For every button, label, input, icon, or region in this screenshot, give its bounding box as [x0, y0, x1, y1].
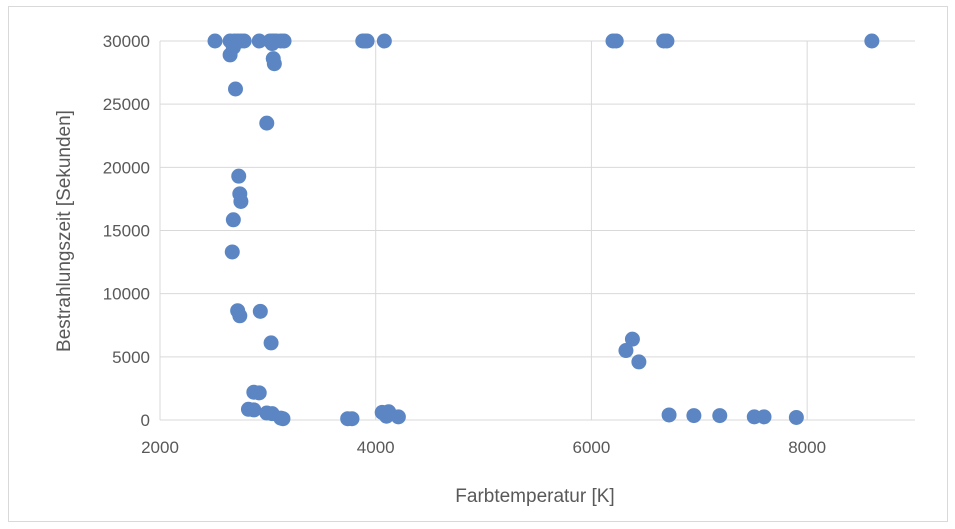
scatter-point: [376, 33, 392, 49]
scatter-point: [788, 409, 804, 425]
y-tick-label: 15000: [103, 222, 150, 241]
scatter-point: [264, 36, 280, 52]
scatter-point: [259, 115, 275, 131]
scatter-point: [659, 33, 675, 49]
scatter-point: [344, 411, 360, 427]
y-tick-label: 30000: [103, 32, 150, 51]
y-tick-label: 25000: [103, 95, 150, 114]
scatter-point: [232, 308, 248, 324]
chart-frame: 0 5000 10000 15000 20000 25000 30000 2000 4000 60…: [8, 6, 948, 522]
scatter-point: [222, 47, 238, 63]
scatter-point: [359, 33, 375, 49]
scatter-point: [608, 33, 624, 49]
x-tick-label: 6000: [573, 438, 611, 457]
x-tick-label: 4000: [357, 438, 395, 457]
scatter-point: [390, 409, 406, 425]
data-points: [207, 33, 880, 427]
scatter-point: [275, 411, 291, 427]
scatter-point: [231, 168, 247, 184]
x-tick-label: 2000: [141, 438, 179, 457]
scatter-chart: 0 5000 10000 15000 20000 25000 30000 2000 4000 60…: [54, 32, 915, 507]
scatter-point: [631, 354, 647, 370]
scatter-point: [618, 343, 634, 359]
scatter-point: [864, 33, 880, 49]
scatter-point: [266, 56, 282, 72]
y-tick-label: 5000: [112, 348, 150, 367]
tick-labels: 0 5000 10000 15000 20000 25000 30000 2000 4000 60…: [103, 32, 826, 457]
scatter-point: [224, 244, 240, 260]
scatter-point: [686, 408, 702, 424]
scatter-point: [251, 385, 267, 401]
scatter-point: [276, 33, 292, 49]
scatter-point: [661, 407, 677, 423]
gridlines: [159, 40, 915, 421]
scatter-point: [379, 408, 394, 424]
scatter-point: [228, 81, 243, 97]
x-axis-title: Farbtemperatur [K]: [455, 486, 614, 507]
scatter-point: [624, 331, 640, 347]
scatter-point: [712, 408, 728, 424]
scatter-point: [756, 409, 772, 425]
scatter-point: [252, 303, 268, 319]
x-tick-label: 8000: [788, 438, 826, 457]
y-tick-label: 20000: [103, 158, 150, 177]
scatter-point: [246, 402, 262, 418]
scatter-point: [207, 33, 223, 49]
scatter-point: [225, 212, 241, 228]
scatter-point: [233, 193, 249, 209]
scatter-point: [263, 335, 279, 351]
scatter-point: [251, 33, 267, 49]
y-tick-label: 10000: [103, 285, 150, 304]
y-axis-title: Bestrahlungszeit [Sekunden]: [54, 110, 75, 352]
y-tick-label: 0: [141, 411, 150, 430]
